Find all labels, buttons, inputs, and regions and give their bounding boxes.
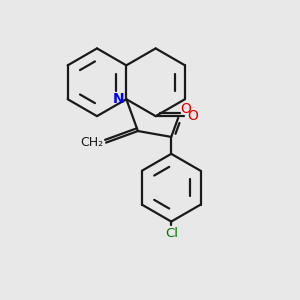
Text: O: O <box>188 109 198 123</box>
Text: O: O <box>181 102 191 116</box>
Text: Cl: Cl <box>165 227 178 240</box>
Text: N: N <box>113 92 125 106</box>
Text: CH₂: CH₂ <box>81 136 104 149</box>
